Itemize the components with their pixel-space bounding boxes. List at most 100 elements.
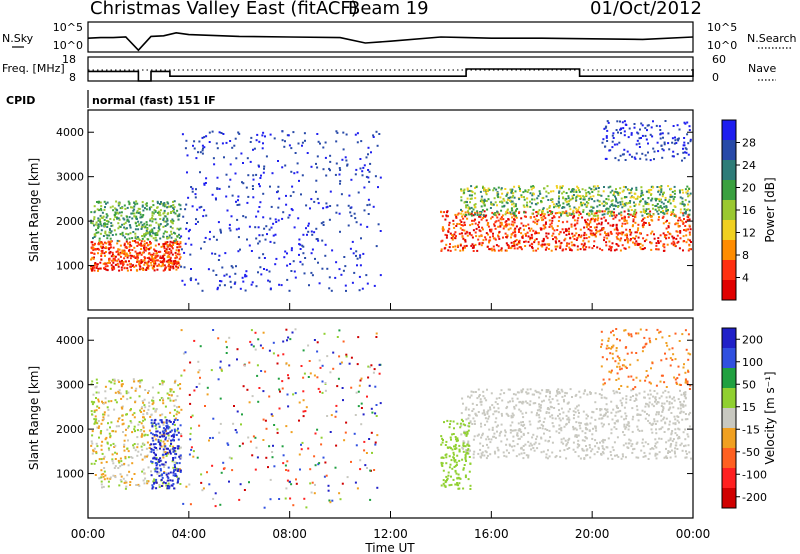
echo-pixel [682, 144, 685, 147]
echo-pixel [535, 438, 538, 441]
echo-pixel [479, 190, 482, 193]
echo-pixel [653, 420, 656, 423]
echo-pixel [617, 244, 620, 247]
echo-pixel [574, 411, 577, 414]
echo-pixel [225, 195, 228, 198]
echo-pixel [674, 444, 677, 447]
echo-pixel [360, 237, 362, 240]
echo-pixel [148, 208, 151, 211]
echo-pixel [635, 393, 638, 396]
echo-pixel [370, 364, 373, 367]
echo-pixel [173, 428, 176, 431]
echo-pixel [599, 229, 602, 232]
echo-pixel [169, 399, 172, 402]
echo-pixel [177, 215, 180, 217]
echo-pixel [216, 187, 219, 190]
echo-pixel [486, 208, 489, 211]
echo-pixel [368, 384, 371, 387]
echo-pixel [102, 402, 105, 405]
echo-pixel [595, 429, 598, 432]
echo-pixel [100, 483, 103, 486]
echo-pixel [480, 235, 483, 237]
echo-pixel [97, 269, 99, 272]
echo-pixel [523, 423, 526, 426]
echo-pixel [131, 206, 134, 209]
echo-pixel [309, 372, 312, 375]
echo-pixel [246, 238, 248, 241]
echo-pixel [526, 197, 529, 200]
echo-pixel [673, 185, 676, 188]
echo-pixel [345, 133, 348, 136]
echo-pixel [600, 417, 603, 420]
echo-pixel [537, 391, 540, 394]
echo-pixel [677, 219, 680, 222]
echo-pixel [101, 419, 104, 422]
echo-pixel [174, 447, 177, 450]
echo-pixel [138, 243, 141, 246]
echo-pixel [108, 432, 111, 435]
echo-pixel [479, 455, 482, 458]
frequency-left-label: Freq. [MHz] [2, 62, 65, 75]
echo-pixel [334, 173, 337, 176]
echo-pixel [501, 399, 504, 402]
echo-pixel [114, 263, 117, 266]
echo-pixel [162, 212, 165, 215]
echo-pixel [514, 393, 517, 396]
echo-pixel [207, 268, 210, 271]
echo-pixel [179, 241, 182, 244]
echo-pixel [482, 186, 485, 189]
echo-pixel [585, 194, 588, 197]
echo-pixel [342, 269, 345, 272]
echo-pixel [686, 215, 689, 218]
echo-pixel [151, 487, 154, 490]
echo-pixel [138, 484, 141, 487]
echo-pixel [240, 152, 243, 155]
echo-pixel [630, 132, 633, 135]
echo-pixel [533, 393, 535, 396]
echo-pixel [101, 486, 103, 489]
echo-pixel [215, 238, 218, 241]
echo-pixel [150, 474, 153, 477]
echo-pixel [570, 241, 573, 244]
echo-pixel [130, 456, 133, 458]
echo-pixel [282, 462, 285, 465]
echo-pixel [150, 470, 152, 473]
echo-pixel [249, 141, 252, 143]
echo-pixel [262, 142, 264, 145]
echo-pixel [164, 482, 167, 485]
echo-pixel [290, 170, 293, 173]
echo-pixel [151, 257, 154, 259]
echo-pixel [509, 188, 512, 191]
echo-pixel [640, 189, 643, 192]
echo-pixel [590, 229, 593, 232]
echo-pixel [548, 398, 551, 401]
echo-pixel [150, 460, 153, 463]
echo-pixel [96, 426, 99, 429]
echo-pixel [519, 227, 522, 230]
echo-pixel [281, 130, 284, 133]
echo-pixel [465, 206, 468, 209]
echo-pixel [228, 456, 231, 459]
echo-pixel [151, 486, 154, 488]
echo-pixel [590, 209, 593, 212]
echo-pixel [441, 226, 444, 229]
echo-pixel [515, 225, 518, 228]
echo-pixel [499, 196, 502, 199]
echo-pixel [581, 188, 584, 191]
echo-pixel [310, 198, 313, 201]
echo-pixel [513, 228, 516, 231]
echo-pixel [177, 477, 180, 480]
echo-pixel [154, 438, 157, 441]
echo-pixel [117, 251, 120, 254]
echo-pixel [135, 218, 138, 220]
echo-pixel [636, 229, 639, 232]
echo-pixel [518, 239, 521, 242]
echo-pixel [316, 155, 319, 158]
echo-pixel [102, 416, 105, 419]
echo-pixel [359, 223, 362, 226]
echo-pixel [350, 214, 353, 217]
echo-pixel [151, 403, 154, 406]
echo-pixel [660, 405, 663, 407]
echo-pixel [571, 188, 574, 190]
echo-pixel [537, 210, 540, 213]
